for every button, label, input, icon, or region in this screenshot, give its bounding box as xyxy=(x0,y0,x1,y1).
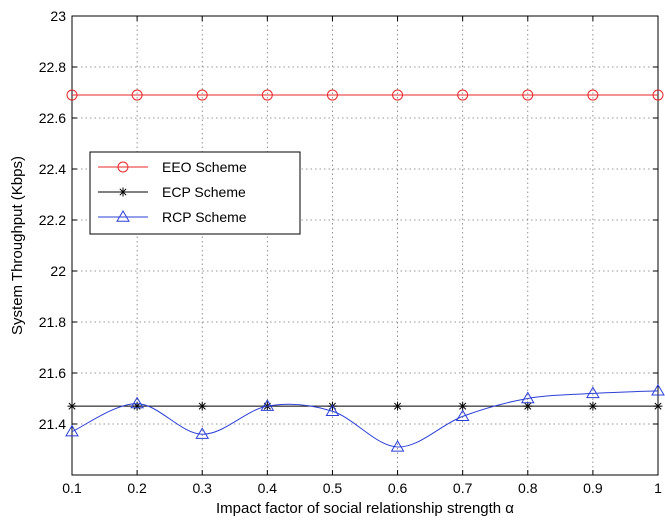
series-eeo-scheme xyxy=(66,89,664,101)
legend-label: RCP Scheme xyxy=(162,209,247,225)
series-line-rcp-scheme xyxy=(71,390,659,448)
data-point-rcp-scheme xyxy=(260,399,275,411)
x-tick-label: 0.9 xyxy=(583,480,603,496)
y-tick-label: 21.6 xyxy=(39,365,66,381)
data-point-rcp-scheme xyxy=(325,404,340,416)
data-point-rcp-scheme xyxy=(130,396,144,409)
y-tick-label: 22.4 xyxy=(39,161,66,177)
legend: EEO Scheme ECP Scheme RCP Scheme xyxy=(89,151,301,235)
data-point-rcp-scheme xyxy=(455,409,470,422)
data-point-ecp-scheme xyxy=(197,401,207,411)
legend-label: ECP Scheme xyxy=(162,184,246,200)
legend-box xyxy=(89,151,301,235)
data-point-eeo-scheme xyxy=(522,89,534,101)
legend-item: EEO Scheme xyxy=(98,159,247,175)
x-axis-label: Impact factor of social relationship str… xyxy=(216,500,514,517)
y-axis-label: System Throughput (Kbps) xyxy=(9,156,26,335)
y-tick-label: 21.4 xyxy=(39,416,66,432)
data-point-eeo-scheme xyxy=(392,89,404,101)
x-tick-label: 0.2 xyxy=(127,480,147,496)
y-tick-label: 22.6 xyxy=(39,110,66,126)
data-point-ecp-scheme xyxy=(458,401,468,411)
series-ecp-scheme xyxy=(67,401,663,411)
data-point-eeo-scheme xyxy=(196,89,208,101)
data-point-rcp-scheme xyxy=(195,427,210,439)
axis-ticks: 0.1 0.2 0.3 0.4 0.5 0.6 0.7 0.8 0.9 1 21.4 21.6 21.8… xyxy=(39,8,662,496)
legend-item: ECP Scheme xyxy=(98,184,246,200)
data-point-ecp-scheme xyxy=(393,401,403,411)
data-point-rcp-scheme xyxy=(390,439,405,452)
x-tick-label: 0.6 xyxy=(388,480,408,496)
data-point-ecp-scheme xyxy=(653,401,663,411)
y-tick-label: 23 xyxy=(50,8,66,24)
data-point-ecp-scheme xyxy=(588,401,598,411)
legend-label: EEO Scheme xyxy=(162,159,247,175)
data-point-eeo-scheme xyxy=(457,89,469,101)
data-point-rcp-scheme xyxy=(651,383,665,396)
plot-frame xyxy=(71,15,659,476)
x-tick-label: 0.3 xyxy=(192,480,212,496)
series-rcp-scheme xyxy=(65,383,665,452)
data-point-ecp-scheme xyxy=(67,401,77,411)
data-point-rcp-scheme xyxy=(65,424,79,437)
x-tick-label: 1 xyxy=(654,480,662,496)
legend-marker xyxy=(118,187,128,197)
x-tick-label: 0.4 xyxy=(258,480,278,496)
x-tick-label: 0.5 xyxy=(323,480,343,496)
x-tick-label: 0.7 xyxy=(453,480,473,496)
data-point-eeo-scheme xyxy=(652,89,664,101)
data-point-eeo-scheme xyxy=(326,89,338,101)
data-point-rcp-scheme xyxy=(520,391,535,404)
y-tick-label: 22 xyxy=(50,263,66,279)
y-tick-label: 21.8 xyxy=(39,314,66,330)
y-tick-label: 22.2 xyxy=(39,212,66,228)
data-point-rcp-scheme xyxy=(586,386,600,399)
x-tick-label: 0.8 xyxy=(518,480,538,496)
data-point-eeo-scheme xyxy=(261,89,273,101)
legend-marker xyxy=(117,161,129,173)
y-tick-label: 22.8 xyxy=(39,59,66,75)
data-point-eeo-scheme xyxy=(131,89,143,101)
series-layer xyxy=(65,89,665,452)
data-point-eeo-scheme xyxy=(587,89,599,101)
x-tick-label: 0.1 xyxy=(62,480,82,496)
legend-item: RCP Scheme xyxy=(98,209,247,225)
legend-marker xyxy=(116,210,130,222)
data-point-eeo-scheme xyxy=(66,89,78,101)
